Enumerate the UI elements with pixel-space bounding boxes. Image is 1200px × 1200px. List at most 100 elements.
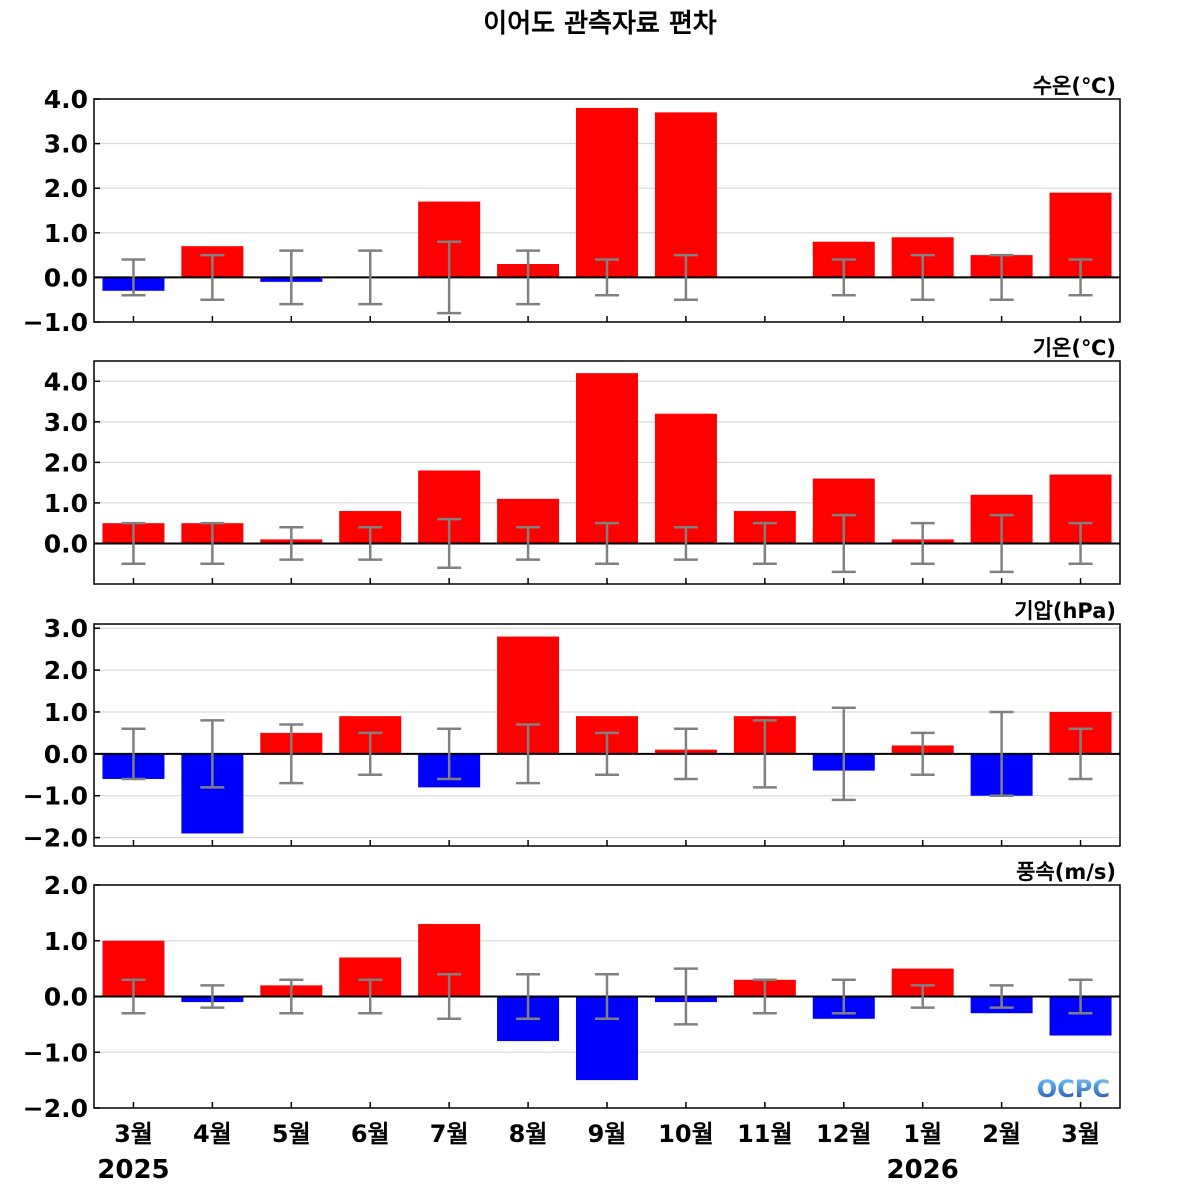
error-bar [200,984,225,1009]
error-bar [516,249,541,306]
x-tick-label: 3월 [1061,1120,1100,1148]
error-bar [1068,978,1093,1015]
error-bar [358,525,383,561]
x-tick-label: 9월 [588,1120,627,1148]
panel-3: −2.0 −1.0 0.0 1.0 2.0 3.0 기압(hPa) [23,599,1121,853]
error-bar [595,731,619,777]
y-tick-label: 3.0 [44,130,88,159]
panel-2: 0.0 1.0 2.0 3.0 4.0 기온(℃) [44,336,1121,585]
error-bar [989,710,1014,797]
x-tick-label: 6월 [351,1120,390,1148]
error-bar [516,525,541,561]
error-bar [358,731,383,777]
error-bar [200,719,225,789]
x-tick-label: 1월 [903,1120,942,1148]
x-tick-label: 3월 [114,1120,153,1148]
error-bar [752,978,777,1015]
y-tick-label: −2.0 [23,824,88,853]
error-bar [121,258,146,297]
error-bar [989,253,1014,301]
y-tick-label: 2.0 [44,871,88,900]
y-tick-label: 0.0 [44,983,88,1012]
error-bar [200,521,225,565]
error-bar [831,706,856,802]
error-bar [673,727,698,781]
error-bar [437,727,462,781]
panel-4: −2.0 −1.0 0.0 1.0 2.0 풍속(m/s) [23,860,1121,1123]
error-bar [831,978,856,1015]
error-bar [673,967,698,1026]
y-tick-label: 0.0 [44,529,88,558]
panel-1: −1.0 0.0 1.0 2.0 3.0 4.0 수온(℃) [23,74,1121,337]
error-bar [910,521,935,565]
bar [576,107,638,278]
x-tick-label: 8월 [509,1120,548,1148]
error-bar [595,258,619,297]
bar [576,373,638,544]
year-label: 2025 [97,1155,169,1185]
error-bar [437,240,462,315]
error-bar [121,978,146,1015]
year-label: 2026 [887,1155,959,1185]
error-bar [279,723,304,785]
error-bar [200,253,225,301]
error-bar [1068,727,1093,781]
error-bar [121,727,146,781]
error-bar [673,525,698,561]
y-tick-label: 4.0 [44,85,88,114]
y-tick-label: −1.0 [23,308,88,337]
error-bar [516,723,541,785]
error-bar [358,249,383,306]
error-bar [752,719,777,789]
chart-panels: −1.0 0.0 1.0 2.0 3.0 4.0 수온(℃) 0.0 1.0 2.0 3.0 4.0 기… [23,74,1121,1123]
error-bar [279,525,304,561]
y-tick-label: 3.0 [44,614,88,643]
panel-label: 풍속(m/s) [1016,860,1116,884]
error-bar [358,978,383,1015]
y-tick-label: 1.0 [44,219,88,248]
y-tick-label: 0.0 [44,263,88,292]
error-bar [989,984,1014,1009]
error-bar [910,731,935,777]
bar [654,413,717,544]
error-bar [279,978,304,1015]
y-tick-label: 1.0 [44,927,88,956]
error-bar [910,984,935,1009]
x-tick-label: 2월 [982,1120,1021,1148]
bar [654,112,717,278]
x-tick-label: 4월 [193,1120,232,1148]
error-bar [673,253,698,301]
y-tick-label: 3.0 [44,408,88,437]
error-bar [989,513,1014,574]
y-tick-label: −2.0 [23,1094,88,1123]
y-tick-label: 2.0 [44,448,88,477]
x-tick-label: 7월 [430,1120,469,1148]
error-bar [1068,521,1093,565]
error-bar [831,513,856,574]
y-tick-label: −1.0 [23,1038,88,1067]
x-tick-label: 10월 [658,1120,713,1148]
ocpc-logo: OCPC [1037,1075,1110,1103]
y-tick-label: −1.0 [23,782,88,811]
y-tick-label: 4.0 [44,367,88,396]
x-axis-labels: 3월 4월 5월 6월 7월 8월 9월 10월 11월 12월 1월 2월 3월 2025 2026 [97,1120,1100,1185]
error-bar [831,258,856,297]
error-bar [1068,258,1093,297]
x-tick-label: 5월 [272,1120,311,1148]
y-tick-label: 1.0 [44,489,88,518]
error-bar [279,249,304,306]
error-bar [437,517,462,570]
error-bar [752,521,777,565]
error-bar [121,521,146,565]
y-tick-label: 2.0 [44,656,88,685]
error-bar [595,521,619,565]
error-bar [437,972,462,1021]
y-tick-label: 0.0 [44,740,88,769]
y-tick-label: 2.0 [44,174,88,203]
chart-title: 이어도 관측자료 편차 [483,9,716,39]
x-tick-label: 11월 [737,1120,792,1148]
y-tick-label: 1.0 [44,698,88,727]
error-bar [516,972,541,1021]
x-tick-label: 12월 [816,1120,871,1148]
